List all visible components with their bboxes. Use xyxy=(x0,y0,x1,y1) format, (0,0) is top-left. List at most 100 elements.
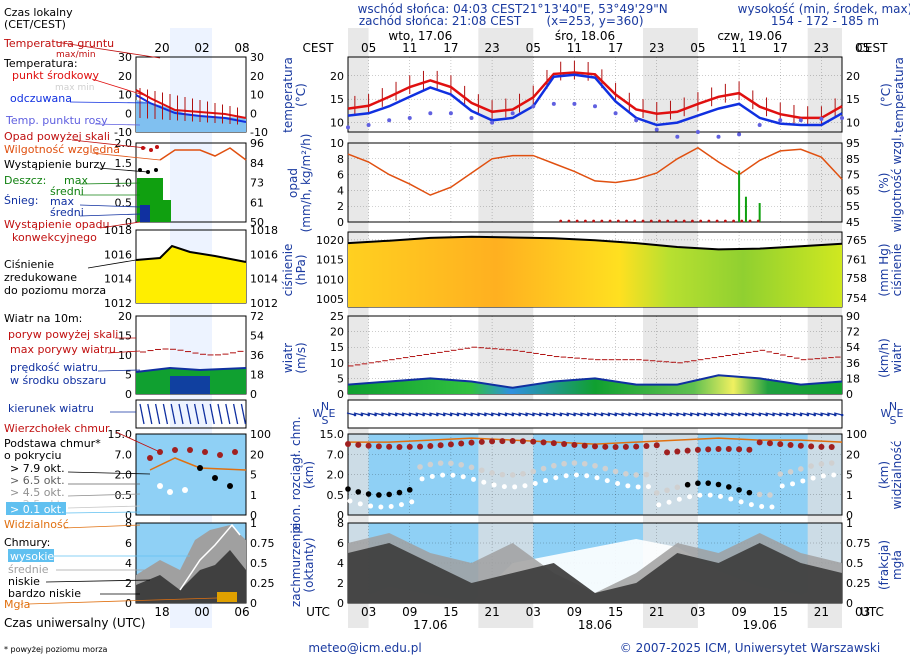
cloudbase-dot-120 xyxy=(427,461,434,468)
legend-leader-9 xyxy=(79,204,141,208)
legend-o45: > 4.5 okt. xyxy=(10,486,65,499)
hour-bottom-0: 03 xyxy=(361,605,376,619)
cloudtop-dot-465 xyxy=(664,449,671,456)
legend-precip-rtick-4: 50 xyxy=(250,216,264,229)
winddir-arrow-44 xyxy=(648,412,658,416)
cloudbase-white-510 xyxy=(697,492,703,498)
legend-pressure-rtick-1: 1016 xyxy=(250,248,278,261)
legend-clouds-rtick-2: 0.5 xyxy=(250,557,268,570)
legend-clouds-high-line xyxy=(179,523,241,591)
winddir-arrow-51 xyxy=(696,412,706,416)
precip-occ-514 xyxy=(699,219,703,223)
cloudbase-dot-570 xyxy=(736,487,742,493)
legend-wind-ltick-4: 0 xyxy=(125,388,132,401)
legend-pressure-ltick-1: 1016 xyxy=(104,248,132,261)
legend-o01-bg xyxy=(6,502,66,515)
legend-leader-20 xyxy=(67,493,141,497)
cloudtop-dot-210 xyxy=(489,438,496,445)
precip-ltick-4: 2 xyxy=(337,200,344,213)
cloudbase-dot-30 xyxy=(365,491,372,497)
winddir-head-10 xyxy=(422,413,425,417)
legend-precip-ltick-4: 0 xyxy=(125,216,132,229)
hour-bottom-1: 09 xyxy=(402,605,417,619)
wind-rtick-4: 18 xyxy=(846,372,860,385)
winddir-head-69 xyxy=(827,413,830,417)
winddir-head-30 xyxy=(559,413,563,417)
winddir-arrow-42 xyxy=(635,412,644,416)
legend-winddir-arrow-3 xyxy=(162,403,169,425)
winddir-head-39 xyxy=(621,413,624,417)
legend-leader-7 xyxy=(79,182,141,185)
cloudtop-dot-435 xyxy=(643,442,650,449)
cloudtop-dot-495 xyxy=(684,447,691,454)
night-band-3 xyxy=(807,28,842,628)
precip-occ-358 xyxy=(592,219,596,223)
cloudbase-rtick-1: 20 xyxy=(846,448,860,461)
dew-point-23 xyxy=(819,116,824,121)
cloudtop-dot-405 xyxy=(622,443,629,450)
legend-leader-21 xyxy=(67,505,141,509)
legend-temp-rtick-1: 20 xyxy=(250,70,264,83)
winddir-head-12 xyxy=(436,413,439,417)
legend-winddir-arrow-5 xyxy=(178,403,184,425)
winddir-head-63 xyxy=(785,413,789,417)
cloudtop-dot-60 xyxy=(386,443,393,450)
winddir-arrow-6 xyxy=(388,412,397,416)
winddir-head-60 xyxy=(765,413,768,417)
dew-point-8 xyxy=(510,111,515,116)
pressure-rtick-0: 765 xyxy=(846,234,867,247)
legend-winddir-arrow-8 xyxy=(201,403,208,425)
winddir-head-70 xyxy=(833,413,837,417)
winddir-arrow-60 xyxy=(758,412,767,416)
cloudbase-white-135 xyxy=(440,472,446,478)
cloudbase-white-405 xyxy=(625,483,631,489)
cloudbase-dot-345 xyxy=(581,460,588,467)
legend-clouds-ltick-1: 6 xyxy=(125,537,132,550)
cloudbase-dot-180 xyxy=(468,464,475,471)
cloudbase-dot-15 xyxy=(355,489,362,495)
legend-cloudbase-dot-4 xyxy=(167,489,173,495)
cloudbase-rtick-2: 5 xyxy=(846,469,853,482)
cloudbase-white-270 xyxy=(532,480,538,486)
cloudbase-ltick-0: 15.0 xyxy=(320,428,345,441)
precip-occ-310 xyxy=(559,219,563,223)
winddir-head-67 xyxy=(813,413,816,417)
temp-ltick-2: 10 xyxy=(330,117,344,130)
legend-temp-rtick-4: -10 xyxy=(250,126,268,139)
legend-dew: Temp. punktu rosy xyxy=(5,114,108,127)
legend-wind-rtick-2: 36 xyxy=(250,349,264,362)
legend-gust-thr: poryw powyżej skali xyxy=(8,328,118,341)
winddir-head-37 xyxy=(607,413,611,417)
winddir-head-71 xyxy=(840,413,844,417)
pressure-title-left-line-0: ciśnienie xyxy=(281,244,295,297)
coords-text: 21°13'40"E, 53°49'29"N xyxy=(522,2,667,16)
cloudtop-dot-285 xyxy=(540,439,547,446)
clouds-ltick-4: 0 xyxy=(337,597,344,610)
legend-leader-5 xyxy=(91,152,161,161)
winddir-arrow-17 xyxy=(463,412,472,416)
hour-top-1: 11 xyxy=(402,41,417,55)
cloudbase-white-525 xyxy=(707,492,713,498)
footer-email[interactable]: meteo@icm.edu.pl xyxy=(308,641,421,655)
legend-leader-0 xyxy=(55,41,161,59)
legend-leader-28 xyxy=(27,597,218,605)
cloudbase-dot-240 xyxy=(509,472,516,478)
winddir-head-14 xyxy=(449,413,453,417)
precip-occ-334 xyxy=(575,219,579,223)
cloudtop-dot-120 xyxy=(427,443,434,450)
legend-wind-area-2 xyxy=(170,376,210,394)
dir-s-right: S xyxy=(890,414,897,427)
wind-title-left-line-0: wiatr xyxy=(281,343,295,373)
dew-point-2 xyxy=(387,118,392,123)
legend-cloudbase-ltick-0: 15.0 xyxy=(108,428,133,441)
legend-snow-avg: średni xyxy=(50,206,84,219)
cloudbase-dot-510 xyxy=(695,480,701,487)
winddir-arrow-66 xyxy=(799,412,808,416)
cloudtop-dot-300 xyxy=(550,440,557,447)
wind-ltick-5: 0 xyxy=(337,388,344,401)
cloudtop-dot-615 xyxy=(766,440,773,447)
winddir-arrow-55 xyxy=(724,412,733,416)
dew-point-9 xyxy=(531,104,536,109)
winddir-head-41 xyxy=(635,413,638,417)
legend-high-bg xyxy=(8,549,54,562)
